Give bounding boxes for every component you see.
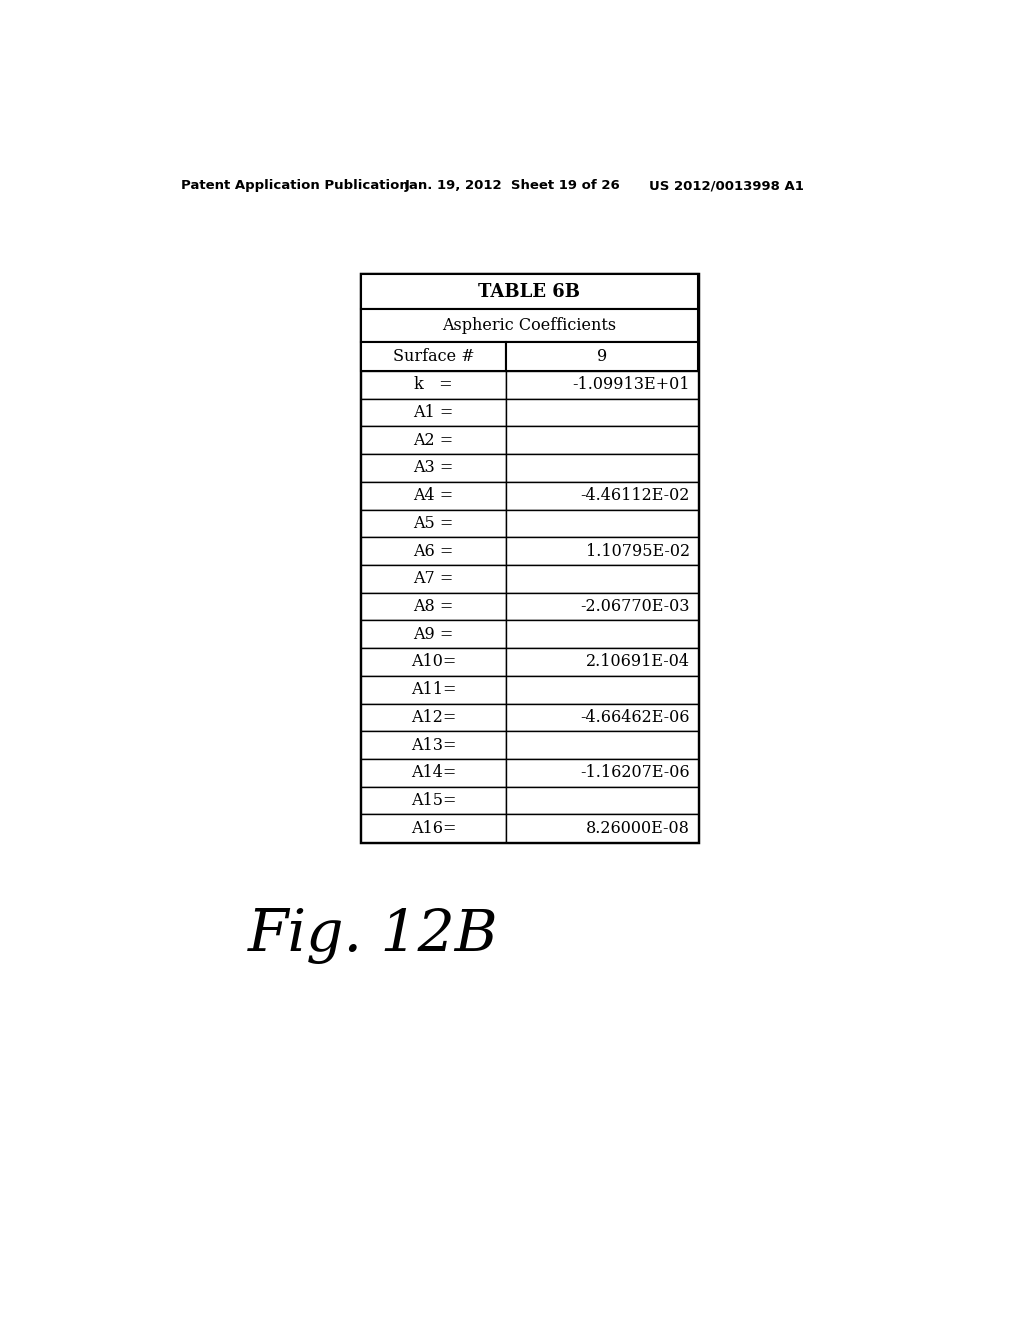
Bar [506,426,697,454]
Bar [506,593,697,620]
Bar [506,814,697,842]
Text: 2.10691E-04: 2.10691E-04 [586,653,690,671]
Bar [506,704,697,731]
Text: A1 =: A1 = [413,404,454,421]
Bar [360,537,506,565]
Bar [360,510,506,537]
Bar [360,342,506,371]
Bar [506,731,697,759]
Bar [506,482,697,510]
Bar [360,731,506,759]
Text: A9 =: A9 = [413,626,454,643]
Text: 1.10795E-02: 1.10795E-02 [586,543,690,560]
Bar [360,759,506,787]
Text: -4.66462E-06: -4.66462E-06 [581,709,690,726]
Bar [360,648,506,676]
Bar [360,704,506,731]
Text: A6 =: A6 = [413,543,454,560]
Bar [360,399,506,426]
Bar [506,620,697,648]
Bar [360,275,697,309]
Text: -2.06770E-03: -2.06770E-03 [581,598,690,615]
Text: -4.46112E-02: -4.46112E-02 [581,487,690,504]
Bar [506,787,697,814]
Bar [506,676,697,704]
Bar [506,454,697,482]
Bar [506,399,697,426]
Text: k   =: k = [414,376,453,393]
Bar [506,371,697,399]
Text: Patent Application Publication: Patent Application Publication [180,180,409,193]
Text: 9: 9 [597,347,607,364]
Text: A10=: A10= [411,653,456,671]
Bar [360,814,506,842]
Text: 8.26000E-08: 8.26000E-08 [586,820,690,837]
Text: A2 =: A2 = [414,432,454,449]
Bar [360,593,506,620]
Text: Surface #: Surface # [392,347,474,364]
Bar [360,454,506,482]
Bar [506,537,697,565]
Text: A3 =: A3 = [413,459,454,477]
Bar [360,482,506,510]
Text: Fig. 12B: Fig. 12B [248,908,499,965]
Text: US 2012/0013998 A1: US 2012/0013998 A1 [649,180,804,193]
Text: A8 =: A8 = [413,598,454,615]
Bar [360,787,506,814]
Text: A4 =: A4 = [414,487,454,504]
Text: A16=: A16= [411,820,456,837]
Text: -1.16207E-06: -1.16207E-06 [581,764,690,781]
Text: A15=: A15= [411,792,456,809]
Bar [360,565,506,593]
Text: -1.09913E+01: -1.09913E+01 [572,376,690,393]
Text: A11=: A11= [411,681,456,698]
Text: A14=: A14= [411,764,456,781]
Text: A7 =: A7 = [413,570,454,587]
Bar [360,275,697,842]
Text: Aspheric Coefficients: Aspheric Coefficients [442,317,616,334]
Bar [506,342,697,371]
Text: TABLE 6B: TABLE 6B [478,282,580,301]
Bar [506,510,697,537]
Text: A5 =: A5 = [413,515,454,532]
Bar [360,676,506,704]
Bar [506,759,697,787]
Bar [506,648,697,676]
Text: Jan. 19, 2012  Sheet 19 of 26: Jan. 19, 2012 Sheet 19 of 26 [404,180,621,193]
Text: A13=: A13= [411,737,456,754]
Bar [360,371,506,399]
Bar [360,620,506,648]
Bar [360,426,506,454]
Text: A12=: A12= [411,709,456,726]
Bar [506,565,697,593]
Bar [360,309,697,342]
